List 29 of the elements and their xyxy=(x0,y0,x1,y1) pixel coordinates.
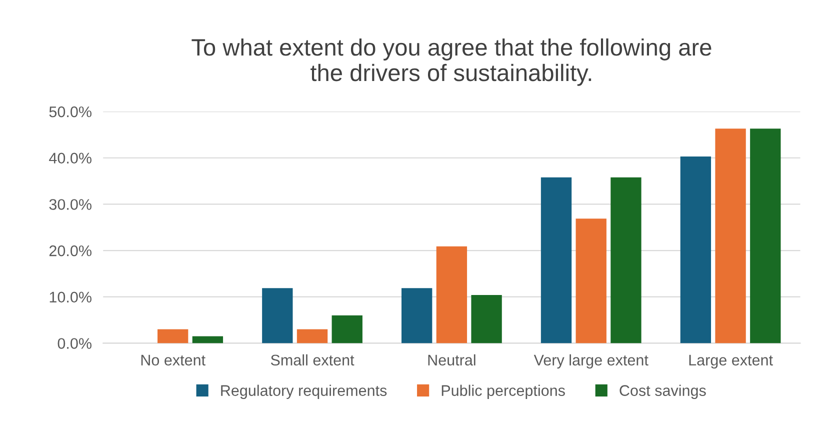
bar xyxy=(332,315,362,344)
y-tick-label: 0.0% xyxy=(58,338,92,349)
bar xyxy=(158,329,188,344)
x-tick-label: Small extent xyxy=(270,354,354,366)
x-tick-label: Large extent xyxy=(689,354,773,369)
x-tick-label: Neutral xyxy=(428,354,476,366)
bar xyxy=(262,288,293,344)
bar xyxy=(576,218,606,344)
x-tick-label: No extent xyxy=(141,354,206,366)
chart-title: To what extent do you agree that the following are the drivers of sustainability. xyxy=(192,38,712,86)
bar xyxy=(471,295,502,344)
bar xyxy=(610,177,642,344)
y-tick-label: 50.0% xyxy=(49,106,92,118)
bar xyxy=(750,128,781,344)
legend-label: Public perceptions xyxy=(442,384,565,399)
bar xyxy=(436,246,468,344)
y-tick-label: 20.0% xyxy=(49,245,92,256)
bar xyxy=(401,288,432,344)
bar xyxy=(192,336,224,344)
y-tick-label: 40.0% xyxy=(49,152,92,164)
bar xyxy=(540,177,572,344)
legend-label: Regulatory requirements xyxy=(221,384,387,399)
y-tick-label: 30.0% xyxy=(49,199,92,210)
bar xyxy=(715,128,746,344)
bar xyxy=(680,156,712,344)
bar xyxy=(296,329,328,344)
legend-label: Cost savings xyxy=(620,384,706,399)
y-tick-label: 10.0% xyxy=(50,292,92,303)
x-tick-label: Very large extent xyxy=(534,354,648,369)
